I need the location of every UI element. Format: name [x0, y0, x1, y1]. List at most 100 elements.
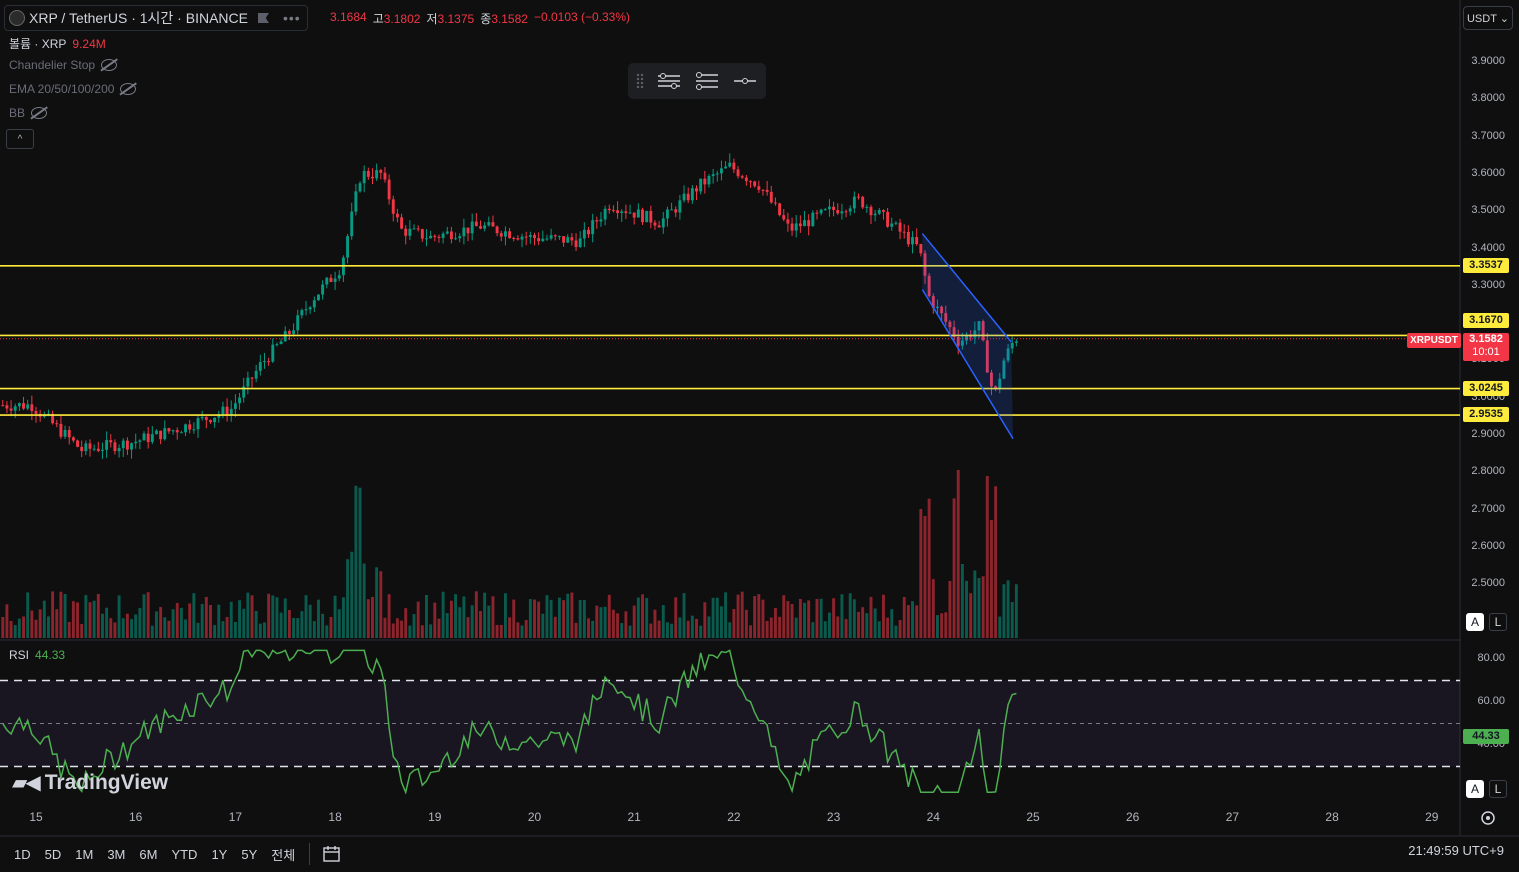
- volume-bar: [63, 593, 67, 638]
- range-5d[interactable]: 5D: [44, 846, 62, 862]
- volume-bar: [55, 609, 59, 638]
- candle-body: [599, 219, 603, 222]
- more-menu-icon[interactable]: •••: [282, 10, 301, 26]
- ema-legend[interactable]: EMA 20/50/100/200: [9, 82, 137, 96]
- volume-bar: [200, 604, 204, 638]
- volume-bar: [948, 580, 952, 638]
- horizontal-line-icon[interactable]: [732, 71, 758, 91]
- candle-body: [645, 210, 649, 223]
- candle-body: [466, 227, 470, 234]
- volume-bar: [661, 605, 665, 638]
- range-all[interactable]: 전체: [271, 847, 296, 863]
- settings-lines-icon[interactable]: [656, 71, 682, 91]
- range-1m[interactable]: 1M: [75, 846, 94, 862]
- bb-legend[interactable]: BB: [9, 106, 48, 120]
- volume-bar: [400, 620, 404, 638]
- date-range-icon[interactable]: [322, 845, 342, 863]
- candle-body: [333, 278, 337, 282]
- candle-body: [516, 238, 520, 240]
- candle-body: [395, 213, 399, 218]
- candle-body: [823, 209, 827, 211]
- volume-bar: [304, 595, 308, 638]
- hidden-eye-icon[interactable]: [101, 59, 118, 71]
- rsi-legend[interactable]: RSI 44.33: [9, 648, 66, 662]
- candle-body: [134, 441, 138, 444]
- channel-lines-icon[interactable]: [694, 71, 720, 91]
- volume-bar: [130, 619, 133, 638]
- volume-bar: [807, 600, 811, 638]
- volume-bar: [744, 609, 748, 638]
- settings-gear-icon[interactable]: [1479, 809, 1497, 827]
- channel-lower: [921, 289, 1014, 440]
- volume-bar: [437, 618, 441, 638]
- volume-bar: [861, 607, 865, 638]
- range-3m[interactable]: 3M: [107, 846, 126, 862]
- range-6m[interactable]: 6M: [139, 846, 158, 862]
- candle-body: [915, 237, 919, 245]
- volume-bar: [844, 619, 848, 638]
- rsi-log-scale-button[interactable]: L: [1489, 780, 1507, 798]
- drawing-toolbar[interactable]: [628, 63, 766, 99]
- rsi-tick: 60.00: [1477, 695, 1505, 707]
- auto-scale-button[interactable]: A: [1466, 613, 1484, 631]
- volume-bar: [229, 601, 233, 638]
- candle-body: [233, 403, 237, 409]
- volume-bar: [611, 609, 615, 638]
- candle-body: [400, 217, 404, 229]
- candle-body: [715, 173, 719, 175]
- volume-bar: [383, 617, 387, 638]
- candle-body: [325, 277, 329, 285]
- volume-bar: [823, 621, 827, 638]
- last-price-symbol: XRPUSDT: [1407, 333, 1461, 348]
- candle-body: [906, 232, 910, 245]
- flag-icon[interactable]: [257, 13, 269, 23]
- volume-bar: [159, 607, 163, 638]
- candle-body: [566, 237, 570, 243]
- candle-body: [815, 212, 819, 214]
- range-ytd[interactable]: YTD: [171, 846, 198, 862]
- candle-body: [312, 300, 316, 308]
- volume-bar: [624, 611, 628, 638]
- candle-body: [769, 191, 773, 203]
- candle-body: [387, 179, 391, 200]
- volume-bar: [487, 605, 491, 638]
- volume-legend[interactable]: 볼륨 · XRP 9.24M: [9, 36, 106, 52]
- candle-body: [458, 236, 462, 239]
- candle-body: [113, 442, 117, 452]
- candle-body: [865, 206, 869, 208]
- countdown-timer: 10:01: [1472, 346, 1500, 358]
- collapse-legend-button[interactable]: ^: [6, 129, 34, 149]
- tradingview-logo: ▰◀ TradingView: [12, 770, 169, 795]
- candle-body: [155, 430, 158, 435]
- time-tick: 24: [926, 810, 940, 824]
- range-1d[interactable]: 1D: [14, 846, 31, 862]
- volume-bar: [26, 592, 30, 638]
- candle-body: [408, 228, 412, 236]
- candle-body: [59, 423, 63, 437]
- volume-bar: [101, 613, 104, 638]
- candle-body: [744, 177, 748, 182]
- volume-bar: [682, 593, 686, 638]
- candle-body: [420, 229, 424, 239]
- volume-bar: [204, 596, 208, 638]
- volume-bar: [491, 596, 495, 638]
- volume-bar: [321, 613, 325, 638]
- candle-body: [695, 188, 698, 192]
- symbol-header[interactable]: XRP / TetherUS · 1시간 · BINANCE •••: [4, 5, 308, 31]
- hidden-eye-icon[interactable]: [31, 107, 48, 119]
- candle-body: [55, 423, 59, 425]
- log-scale-button[interactable]: L: [1489, 613, 1507, 631]
- rsi-auto-scale-button[interactable]: A: [1466, 780, 1484, 798]
- candle-body: [740, 176, 744, 178]
- currency-select[interactable]: USDT ⌄: [1463, 6, 1513, 30]
- drag-handle-icon[interactable]: [636, 73, 644, 89]
- volume-bar: [898, 620, 902, 638]
- range-5y[interactable]: 5Y: [241, 846, 258, 862]
- hidden-eye-icon[interactable]: [120, 83, 137, 95]
- volume-bar: [346, 559, 350, 638]
- chandelier-legend[interactable]: Chandelier Stop: [9, 58, 118, 72]
- volume-bar: [528, 599, 532, 638]
- volume-bar: [308, 604, 312, 638]
- range-1y[interactable]: 1Y: [211, 846, 228, 862]
